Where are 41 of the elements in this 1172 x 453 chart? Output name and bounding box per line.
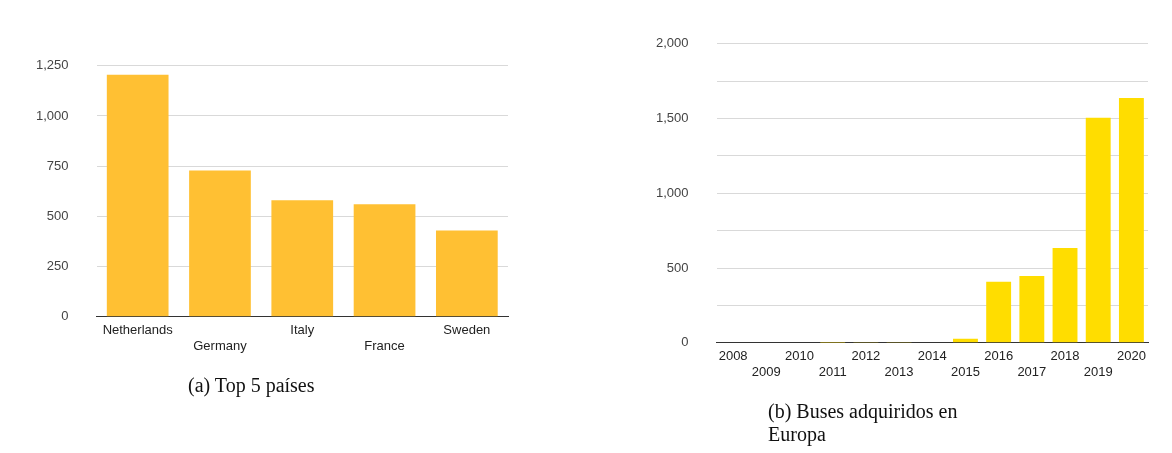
- x-tick-label: 2008: [718, 348, 748, 364]
- y-tick-label: 0: [61, 308, 69, 324]
- y-tick-label: 750: [46, 157, 69, 173]
- x-tick-label: 2010: [785, 348, 814, 364]
- x-tick-label: Sweden: [443, 322, 491, 338]
- bar: [1052, 248, 1078, 343]
- x-tick-label: 2018: [1050, 348, 1080, 364]
- text: (a) Top 5 países: [188, 374, 316, 397]
- y-tick-label: 2,000: [655, 35, 689, 51]
- bar: [435, 230, 498, 317]
- x-tick-label: Germany: [193, 337, 248, 353]
- y-tick-label: 1,000: [655, 184, 689, 200]
- x-tick-label: 2019: [1083, 363, 1113, 379]
- bar: [106, 74, 169, 317]
- x-tick-label: 2013: [884, 363, 914, 379]
- x-tick-label: Netherlands: [102, 322, 174, 338]
- x-tick-label: Italy: [290, 322, 315, 338]
- y-tick-label: 500: [666, 259, 689, 275]
- x-tick-label: 2012: [851, 348, 881, 364]
- y-tick-label: 1,000: [35, 107, 69, 123]
- x-tick-label: 2020: [1116, 348, 1146, 364]
- bar: [353, 204, 416, 317]
- bar: [986, 281, 1012, 343]
- y-tick-label: 0: [681, 334, 689, 350]
- x-tick-label: 2016: [984, 348, 1014, 364]
- x-tick-label: 2017: [1017, 363, 1047, 379]
- y-tick-label: 250: [46, 258, 69, 274]
- x-tick-label: 2014: [917, 348, 947, 364]
- x-tick-label: 2009: [751, 363, 781, 379]
- x-tick-label: 2015: [950, 363, 980, 379]
- x-tick-label: France: [364, 337, 405, 353]
- text: (b) Buses adquiridos en Europa: [768, 400, 959, 446]
- y-tick-label: 500: [46, 207, 69, 223]
- bar: [1118, 98, 1144, 343]
- y-tick-label: 1,250: [35, 57, 69, 73]
- x-tick-label: 2011: [818, 363, 847, 379]
- bar: [1085, 117, 1111, 343]
- bar: [189, 170, 251, 317]
- bar: [1019, 276, 1045, 343]
- bar: [271, 200, 334, 317]
- y-tick-label: 1,500: [655, 110, 689, 126]
